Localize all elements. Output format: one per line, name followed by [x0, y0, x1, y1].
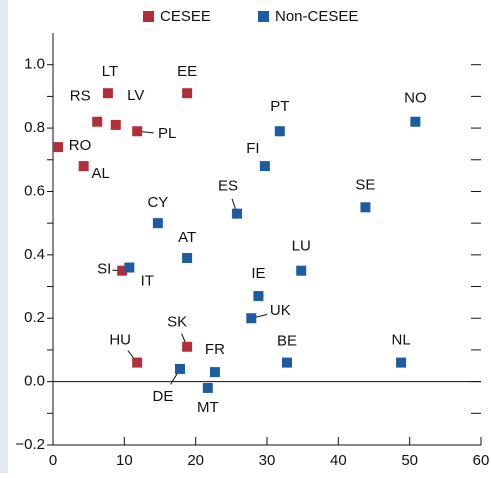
point: [232, 208, 243, 219]
point: [174, 363, 185, 374]
point: [396, 357, 407, 368]
point-label: DE: [153, 388, 174, 405]
point-label: UK: [270, 302, 291, 319]
point-label: NO: [404, 90, 427, 107]
point: [52, 142, 63, 153]
side-strip: [0, 0, 8, 473]
point: [110, 119, 121, 130]
point: [281, 357, 292, 368]
x-tick-label: 20: [187, 452, 204, 469]
x-tick-label: 10: [116, 452, 133, 469]
y-tick-label: 0.4: [24, 246, 45, 263]
point: [209, 367, 220, 378]
legend-swatch: [258, 11, 269, 22]
point-label: SK: [167, 314, 187, 331]
x-tick-label: 30: [259, 452, 276, 469]
point: [182, 253, 193, 264]
x-tick-label: 60: [473, 452, 490, 469]
x-tick-label: 0: [49, 452, 57, 469]
point: [182, 341, 193, 352]
point-label: LT: [102, 63, 118, 80]
point: [274, 126, 285, 137]
point-label: HU: [109, 332, 131, 349]
point-label: SI: [97, 261, 111, 278]
point-label: SE: [355, 176, 375, 193]
point-label: ES: [218, 178, 238, 195]
point-label: NL: [392, 332, 411, 349]
y-tick-label: 0.2: [24, 309, 45, 326]
point: [92, 116, 103, 127]
point: [253, 291, 264, 302]
x-tick-label: 40: [330, 452, 347, 469]
x-tick-label: 50: [401, 452, 418, 469]
y-tick-label: 0.0: [24, 373, 45, 390]
point-label: IT: [141, 272, 154, 289]
point: [296, 265, 307, 276]
point-label: AT: [178, 229, 196, 246]
point-label: PT: [270, 98, 289, 115]
point: [152, 218, 163, 229]
y-tick-label: 0.8: [24, 119, 45, 136]
point: [124, 262, 135, 273]
point: [246, 313, 257, 324]
point-label: LU: [292, 238, 311, 255]
point: [117, 265, 128, 276]
point-label: MT: [197, 399, 219, 416]
legend-swatch: [143, 11, 154, 22]
point-label: EE: [177, 63, 197, 80]
point: [102, 88, 113, 99]
point-label: IE: [251, 265, 265, 282]
legend-label: Non-CESEE: [275, 8, 358, 25]
point-label: PL: [158, 125, 176, 142]
point-label: BE: [277, 333, 297, 350]
y-tick-label: −0.2: [15, 436, 45, 453]
point-label: RO: [69, 137, 92, 154]
point: [259, 161, 270, 172]
point: [132, 357, 143, 368]
legend-label: CESEE: [160, 8, 211, 25]
point: [132, 126, 143, 137]
point: [410, 116, 421, 127]
point-label: LV: [127, 87, 144, 104]
point-label: FI: [246, 140, 259, 157]
point: [78, 161, 89, 172]
point-label: CY: [147, 194, 168, 211]
point-label: RS: [70, 88, 91, 105]
y-tick-label: 0.6: [24, 182, 45, 199]
point-label: AL: [91, 165, 109, 182]
point: [202, 382, 213, 393]
y-tick-label: 1.0: [24, 56, 45, 73]
point-label: FR: [205, 341, 225, 358]
point: [360, 202, 371, 213]
point: [182, 88, 193, 99]
